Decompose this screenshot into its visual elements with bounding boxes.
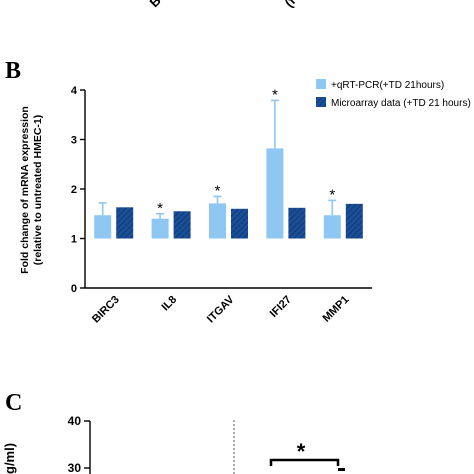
panel-c-error-cap — [338, 468, 345, 471]
bar-microarray-ifi27 — [288, 207, 306, 239]
bar-chart: 0 1 2 3 4 BIRC3 * IL8 * ITGAV * IFI27 * MMP1 — [71, 85, 372, 325]
panel-c-significance-star: * — [297, 439, 306, 464]
bar-microarray-itgav — [231, 208, 248, 239]
y-axis-label-line1: Fold change of mRNA expression — [19, 106, 31, 274]
x-tick-label: ITGAV — [205, 293, 237, 325]
significance-star: * — [272, 86, 278, 103]
panel-c-tick-label: 40 — [68, 414, 82, 428]
y-axis-label-line2: (relative to untreated HMEC-1) — [32, 115, 44, 266]
significance-star: * — [157, 200, 163, 217]
legend-label-qrt-pcr: +qRT-PCR(+TD 21hours) — [331, 80, 444, 91]
x-tick-label: MMP1 — [320, 294, 351, 325]
significance-star: * — [329, 186, 335, 203]
bar-qrt-pcr-ifi27 — [266, 148, 284, 239]
legend: +qRT-PCR(+TD 21hours) Microarray data (+… — [316, 79, 471, 109]
bar-qrt-pcr-mmp1 — [323, 215, 341, 239]
y-tick-label: 2 — [71, 184, 77, 196]
panel-b: B Fold change of mRNA expression (relati… — [5, 58, 471, 325]
x-tick-label: BIRC3 — [90, 294, 122, 326]
bar-microarray-birc3 — [116, 207, 134, 239]
fragment-tick-label: B — [147, 0, 164, 10]
top-fragment: B (f — [147, 0, 299, 10]
x-tick-label: IL8 — [159, 294, 179, 314]
panel-c-tick-label: 30 — [68, 461, 82, 474]
x-tick-label: IFI27 — [268, 294, 294, 320]
bar-microarray-il8 — [173, 211, 191, 239]
y-tick-label: 3 — [71, 135, 77, 147]
y-tick-label: 4 — [71, 85, 78, 97]
panel-b-label: B — [5, 58, 21, 84]
bar-qrt-pcr-birc3 — [94, 215, 112, 239]
significance-star: * — [215, 182, 221, 199]
panel-c: C g/ml) 40 30 * — [2, 390, 345, 474]
legend-swatch-qrt-pcr — [316, 79, 326, 89]
fragment-tick-label: (f — [282, 0, 299, 10]
panel-c-label: C — [5, 390, 22, 416]
legend-swatch-microarray — [316, 97, 326, 107]
legend-label-microarray: Microarray data (+TD 21 hours) — [331, 98, 471, 109]
y-tick-label: 0 — [71, 283, 77, 295]
panel-c-significance-bracket — [269, 458, 340, 466]
y-tick-label: 1 — [71, 234, 77, 246]
bar-microarray-mmp1 — [345, 203, 363, 239]
bar-qrt-pcr-itgav — [209, 203, 226, 239]
bar-qrt-pcr-il8 — [151, 218, 169, 239]
panel-c-y-axis-label: g/ml) — [2, 443, 17, 474]
